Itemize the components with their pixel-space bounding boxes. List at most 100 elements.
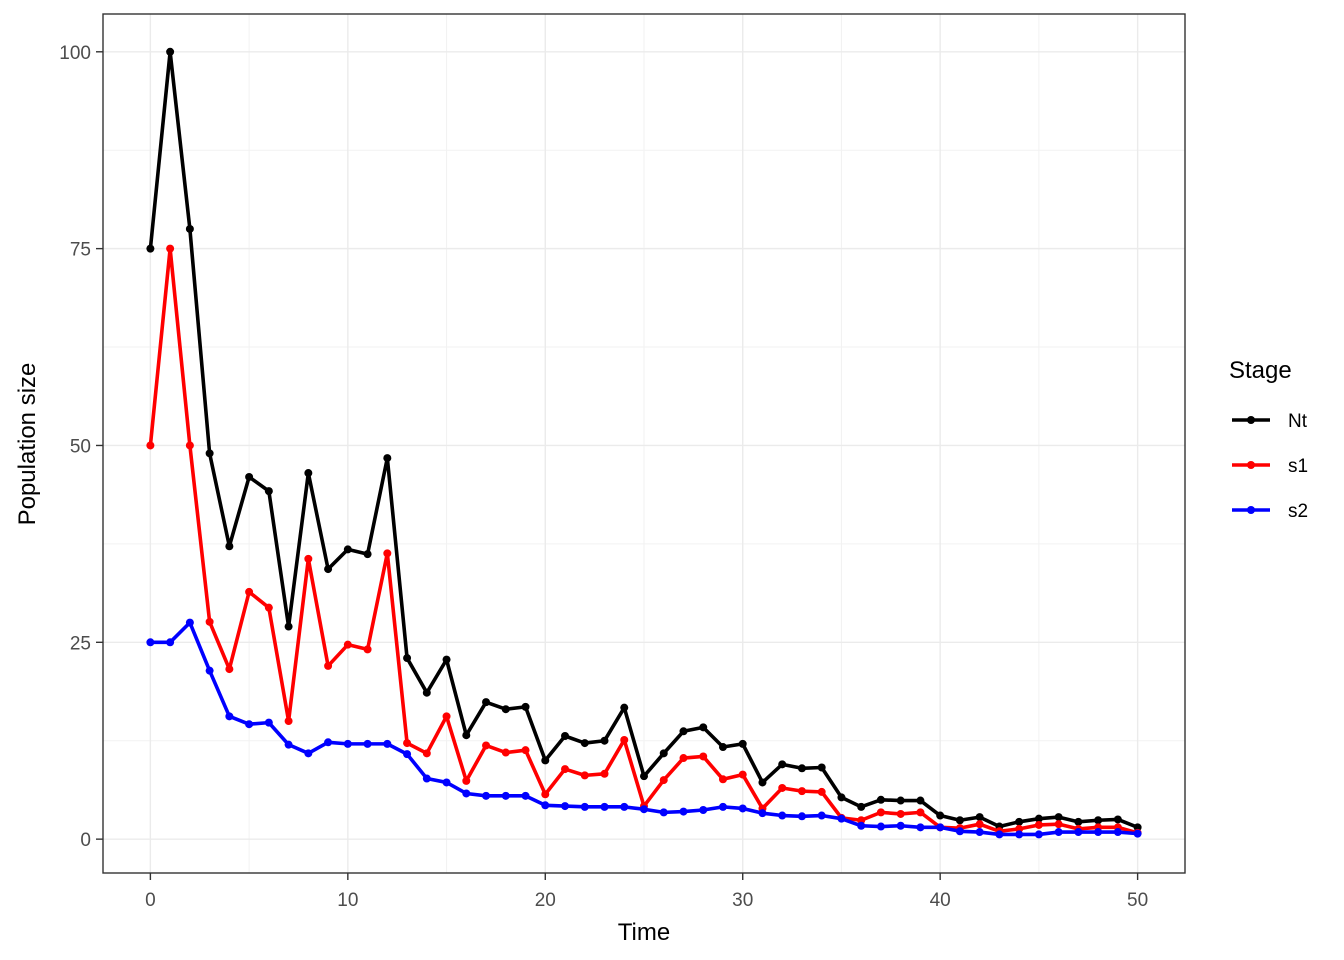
data-point-Nt	[1015, 817, 1024, 826]
data-point-s1	[738, 770, 747, 779]
y-tick-label: 0	[80, 830, 91, 851]
data-point-s2	[995, 830, 1004, 839]
data-point-Nt	[541, 756, 550, 765]
x-tick-label: 20	[535, 890, 556, 911]
data-point-s2	[699, 806, 708, 815]
data-point-s2	[975, 828, 984, 837]
data-point-Nt	[718, 743, 727, 752]
data-point-s1	[857, 816, 866, 825]
data-point-s2	[1034, 830, 1043, 839]
data-point-s2	[659, 808, 668, 817]
data-point-s2	[679, 807, 688, 816]
data-point-Nt	[1094, 816, 1103, 825]
legend-items: Nt s1 s2	[1232, 411, 1308, 522]
data-point-s2	[620, 802, 629, 811]
legend-item-s1: s1	[1232, 456, 1308, 477]
data-point-s1	[916, 808, 925, 817]
data-point-s1	[778, 783, 787, 792]
data-point-s1	[699, 752, 708, 761]
data-point-s2	[817, 811, 826, 820]
data-point-s2	[462, 789, 471, 798]
data-point-Nt	[383, 454, 392, 463]
data-point-s2	[1074, 828, 1083, 837]
data-point-Nt	[600, 736, 609, 745]
data-point-s2	[185, 618, 194, 627]
data-point-s1	[975, 820, 984, 829]
data-point-Nt	[561, 732, 570, 740]
data-point-s2	[166, 638, 175, 647]
legend-title: Stage	[1229, 357, 1292, 384]
data-point-Nt	[679, 727, 688, 736]
data-point-Nt	[738, 739, 747, 748]
data-point-Nt	[363, 550, 372, 559]
data-point-s2	[324, 738, 333, 747]
data-point-s1	[541, 790, 550, 799]
x-axis: 0 10 20 30 40 50	[145, 873, 1148, 911]
data-point-s2	[304, 749, 313, 758]
data-point-Nt	[580, 739, 589, 748]
y-tick-label: 50	[70, 436, 91, 457]
legend-key-point	[1247, 416, 1255, 424]
data-point-s1	[462, 776, 471, 785]
data-point-s2	[738, 804, 747, 813]
data-point-Nt	[1034, 814, 1043, 823]
x-axis-title: Time	[618, 919, 670, 946]
data-point-s1	[620, 735, 629, 744]
data-point-s2	[1113, 828, 1122, 837]
data-point-s1	[482, 741, 491, 750]
data-point-s1	[561, 765, 570, 774]
y-tick-label: 100	[59, 43, 91, 64]
series-layer	[146, 47, 1142, 839]
legend-item-Nt: Nt	[1232, 411, 1308, 432]
data-point-s2	[955, 827, 964, 836]
data-point-Nt	[778, 760, 787, 769]
data-point-Nt	[442, 655, 451, 664]
data-point-s2	[521, 791, 530, 800]
data-point-s2	[225, 712, 234, 721]
data-point-Nt	[146, 244, 155, 253]
y-axis-title: Population size	[14, 363, 41, 526]
data-point-s2	[876, 822, 885, 831]
x-tick-label: 30	[732, 890, 753, 911]
data-point-s2	[1094, 828, 1103, 837]
data-point-Nt	[699, 723, 708, 732]
data-point-Nt	[225, 542, 234, 551]
data-point-s1	[580, 771, 589, 780]
data-point-s1	[343, 640, 352, 649]
panel-border	[102, 13, 1186, 874]
data-point-Nt	[264, 487, 273, 496]
minor-gridlines	[103, 14, 1185, 873]
data-point-s1	[205, 617, 214, 626]
data-point-s1	[146, 441, 155, 450]
data-point-s2	[600, 802, 609, 811]
data-point-s2	[264, 718, 273, 727]
data-point-s2	[482, 791, 491, 800]
data-point-s1	[896, 809, 905, 818]
data-point-Nt	[1074, 817, 1083, 826]
data-point-s2	[1054, 828, 1063, 837]
data-point-s2	[857, 821, 866, 830]
data-point-s1	[245, 587, 254, 596]
data-point-s1	[679, 754, 688, 763]
data-point-s1	[185, 441, 194, 450]
data-point-s1	[422, 749, 431, 758]
data-point-Nt	[422, 688, 431, 697]
data-point-s2	[422, 774, 431, 783]
data-point-Nt	[166, 47, 175, 56]
data-point-s2	[1133, 829, 1142, 838]
data-point-s2	[501, 791, 510, 800]
legend-label: Nt	[1288, 411, 1308, 432]
data-point-s2	[146, 638, 155, 647]
data-point-Nt	[876, 795, 885, 804]
data-point-Nt	[1113, 815, 1122, 824]
data-point-s1	[225, 665, 234, 674]
data-point-s2	[284, 740, 293, 749]
data-point-s1	[1015, 824, 1024, 833]
data-point-Nt	[896, 796, 905, 805]
data-point-s2	[343, 739, 352, 748]
series-Nt	[146, 47, 1142, 832]
data-point-s1	[166, 244, 175, 253]
x-tick-label: 40	[930, 890, 951, 911]
